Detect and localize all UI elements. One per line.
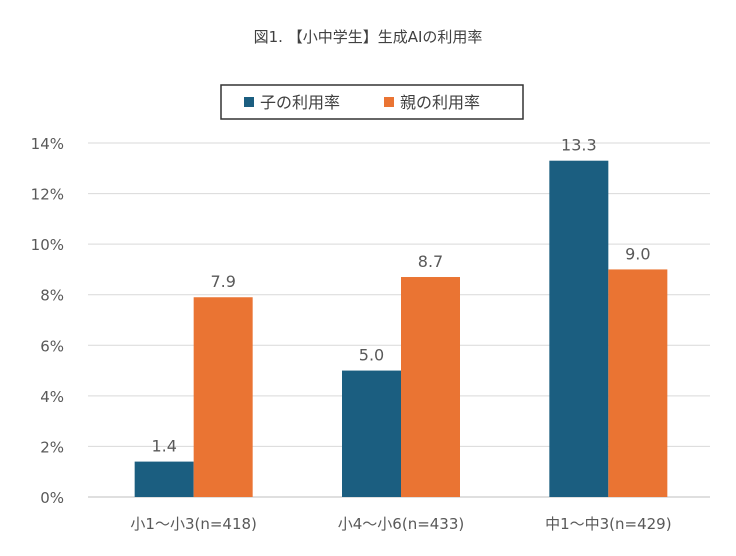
data-label: 9.0 [625,244,650,263]
y-tick-label: 12% [31,186,64,204]
y-tick-label: 14% [31,135,64,153]
y-tick-label: 6% [40,337,64,355]
data-label: 5.0 [359,346,384,365]
legend-swatch-parent [384,97,394,107]
bar-child [342,370,401,497]
y-tick-label: 8% [40,287,64,305]
data-label: 1.4 [151,437,176,456]
y-tick-label: 2% [40,438,64,456]
bar-child [134,461,194,497]
bar-parent [608,269,668,497]
bar-parent [401,277,460,497]
data-label: 8.7 [418,252,443,271]
x-tick-label: 小4～小6(n=433) [338,515,465,533]
bar-parent [193,297,253,497]
y-tick-label: 0% [40,489,64,507]
chart-title: 図1. 【小中学生】生成AIの利用率 [254,28,483,46]
legend-swatch-child [244,97,254,107]
bar-child [549,160,609,497]
legend-label-child: 子の利用率 [260,93,340,112]
legend-label-parent: 親の利用率 [400,93,480,112]
data-label: 7.9 [210,272,235,291]
y-tick-label: 10% [31,236,64,254]
legend-box [220,84,524,120]
y-tick-label: 4% [40,388,64,406]
x-tick-label: 中1～中3(n=429) [545,515,672,533]
x-tick-label: 小1～小3(n=418) [130,515,257,533]
legend: 子の利用率 親の利用率 [220,84,524,120]
data-label: 13.3 [561,136,597,155]
